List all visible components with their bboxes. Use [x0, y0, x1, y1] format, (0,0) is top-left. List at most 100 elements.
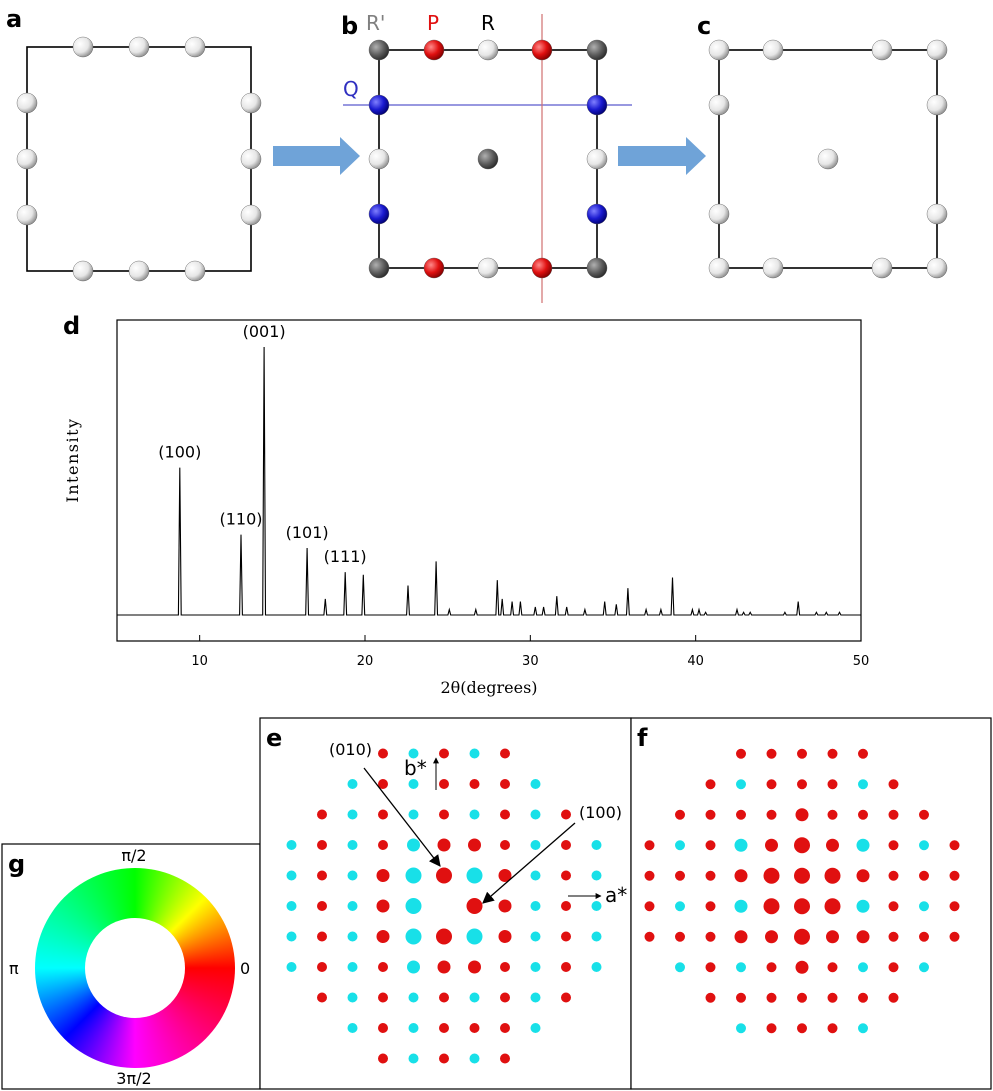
- diffraction-spot-red: [436, 928, 452, 945]
- white-atom: [128, 260, 150, 282]
- diffraction-spot-cyan: [466, 928, 483, 945]
- diffraction-spot-red: [919, 870, 929, 881]
- white-atom: [240, 148, 262, 170]
- blue-atom: [368, 203, 390, 225]
- diffraction-spot-cyan: [347, 809, 358, 820]
- gray-atom: [368, 257, 390, 279]
- diffraction-spot-cyan: [347, 779, 358, 789]
- diffraction-spot-cyan: [675, 840, 685, 851]
- panel-label-g: g: [8, 850, 25, 878]
- peak-label: (111): [324, 547, 367, 566]
- diffraction-spot-red: [765, 930, 778, 944]
- diffraction-spot-red: [794, 837, 810, 854]
- diffraction-spot-cyan: [408, 748, 419, 759]
- gray-atom: [586, 257, 608, 279]
- white-atom: [926, 203, 948, 225]
- diffraction-spot-red: [644, 931, 655, 942]
- diffraction-spot-red: [919, 931, 929, 942]
- phase-label-left: π: [9, 959, 19, 978]
- diffraction-spot-red: [498, 869, 512, 882]
- diffraction-spot-red: [561, 931, 571, 942]
- diffraction-spot-cyan: [408, 1023, 419, 1033]
- diffraction-spot-red: [317, 992, 327, 1003]
- diffraction-spot-cyan: [919, 840, 929, 851]
- diffraction-spot-red: [949, 870, 960, 881]
- diffraction-spot-red: [919, 809, 929, 820]
- xrd-frame: [116, 319, 862, 642]
- diffraction-spot-cyan: [591, 931, 602, 942]
- panel-d: d 10 20 30 40 50 (100) (110) (001) (101) (111) 2…: [63, 312, 869, 697]
- x-tick-label: 40: [687, 654, 704, 669]
- diffraction-spot-red: [378, 779, 388, 789]
- label-a-star: a*: [605, 883, 627, 907]
- peak-label: (110): [219, 510, 262, 529]
- white-atom: [926, 94, 948, 116]
- diffraction-spot-cyan: [858, 962, 868, 973]
- label-r-prime: R': [366, 11, 385, 35]
- atoms-c: [708, 39, 948, 279]
- panel-label-e: e: [266, 724, 282, 752]
- white-atom: [762, 257, 784, 279]
- diffraction-spot-cyan: [286, 931, 297, 942]
- diffraction-spot-red: [794, 898, 810, 915]
- diffraction-spot-red: [644, 870, 655, 881]
- diffraction-spot-red: [797, 748, 807, 759]
- diffraction-spot-red: [736, 992, 746, 1003]
- x-tick-label: 20: [357, 654, 374, 669]
- diffraction-spot-red: [500, 779, 510, 789]
- panel-e-frame: [259, 717, 632, 1090]
- arrow-010: [363, 767, 441, 867]
- diffraction-spot-cyan: [530, 809, 541, 820]
- atoms-a: [16, 36, 262, 282]
- white-atom: [16, 204, 38, 226]
- diffraction-spot-red: [797, 1023, 807, 1034]
- white-atom: [926, 39, 948, 61]
- diffraction-spot-red: [766, 748, 777, 759]
- diffraction-spot-cyan: [858, 779, 868, 790]
- panel-a: a: [6, 5, 262, 282]
- diffraction-spot-red: [888, 809, 899, 820]
- diffraction-spot-cyan: [286, 901, 297, 911]
- diffraction-spot-red: [439, 1053, 449, 1064]
- diffraction-spot-cyan: [734, 899, 748, 913]
- diffraction-spot-cyan: [407, 960, 420, 974]
- diffraction-spot-cyan: [469, 748, 480, 759]
- diffraction-spots-f: [644, 748, 960, 1034]
- diffraction-spot-red: [500, 809, 510, 820]
- phase-label-top: π/2: [121, 846, 146, 865]
- diffraction-spot-red: [561, 901, 571, 911]
- diffraction-spot-red: [705, 809, 716, 820]
- diffraction-spot-red: [797, 992, 807, 1003]
- white-atom: [871, 39, 893, 61]
- diffraction-spots-e: [286, 748, 602, 1064]
- diffraction-spot-cyan: [675, 962, 685, 973]
- blue-atom: [586, 94, 608, 116]
- white-atom: [871, 257, 893, 279]
- diffraction-spot-red: [378, 992, 388, 1003]
- diffraction-spot-red: [675, 931, 685, 942]
- diffraction-spot-cyan: [347, 870, 358, 881]
- diffraction-spot-red: [376, 899, 390, 913]
- red-atom: [423, 257, 445, 279]
- diffraction-spot-red: [705, 840, 716, 851]
- diffraction-spot-cyan: [469, 992, 480, 1003]
- gray-atom: [586, 39, 608, 61]
- diffraction-spot-red: [797, 779, 807, 790]
- diffraction-spot-red: [378, 962, 388, 972]
- diffraction-spot-red: [376, 869, 390, 882]
- diffraction-spot-cyan: [591, 840, 602, 850]
- diffraction-spot-red: [827, 1023, 838, 1034]
- diffraction-spot-red: [437, 838, 451, 852]
- diffraction-spot-cyan: [919, 962, 929, 973]
- diffraction-spot-red: [827, 992, 838, 1003]
- diffraction-spot-red: [561, 809, 571, 820]
- white-atom: [586, 148, 608, 170]
- diffraction-spot-cyan: [405, 867, 422, 884]
- diffraction-spot-cyan: [530, 992, 541, 1003]
- diffraction-spot-cyan: [530, 1023, 541, 1033]
- label-100: (100): [579, 803, 622, 822]
- white-atom: [128, 36, 150, 58]
- diffraction-spot-red: [734, 869, 748, 883]
- diffraction-spot-red: [888, 931, 899, 942]
- diffraction-spot-cyan: [530, 931, 541, 942]
